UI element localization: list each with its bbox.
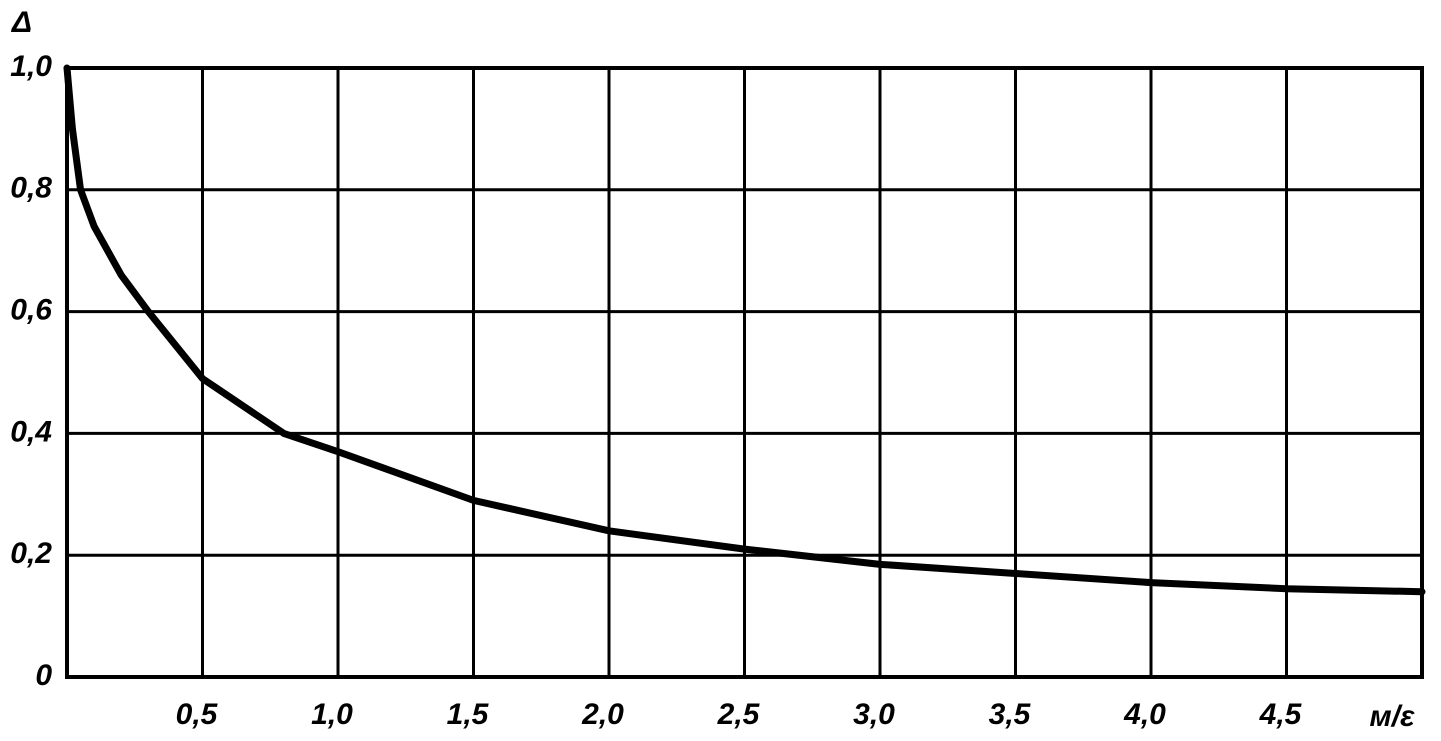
x-tick-label: 4,5 [1259,698,1303,731]
y-tick-label: 1,0 [10,50,52,83]
x-tick-label: 2,5 [717,698,761,731]
y-tick-label: 0,6 [10,294,52,327]
x-tick-label: 1,0 [311,698,353,731]
y-axis-label: Δ [11,6,32,39]
y-tick-label: 0,8 [10,172,52,205]
x-tick-label: 0,5 [176,698,219,731]
y-tick-label: 0 [35,659,52,692]
y-tick-label: 0,2 [10,537,52,570]
x-tick-label: 3,5 [989,698,1032,731]
x-tick-label: 3,0 [853,698,895,731]
x-tick-label: 1,5 [447,698,490,731]
x-tick-label: 2,0 [581,698,624,731]
y-tick-label: 0,4 [10,415,52,448]
data-line [63,64,1426,596]
x-tick-label: 4,0 [1123,698,1166,731]
x-axis-label: м/ε [1370,700,1416,733]
